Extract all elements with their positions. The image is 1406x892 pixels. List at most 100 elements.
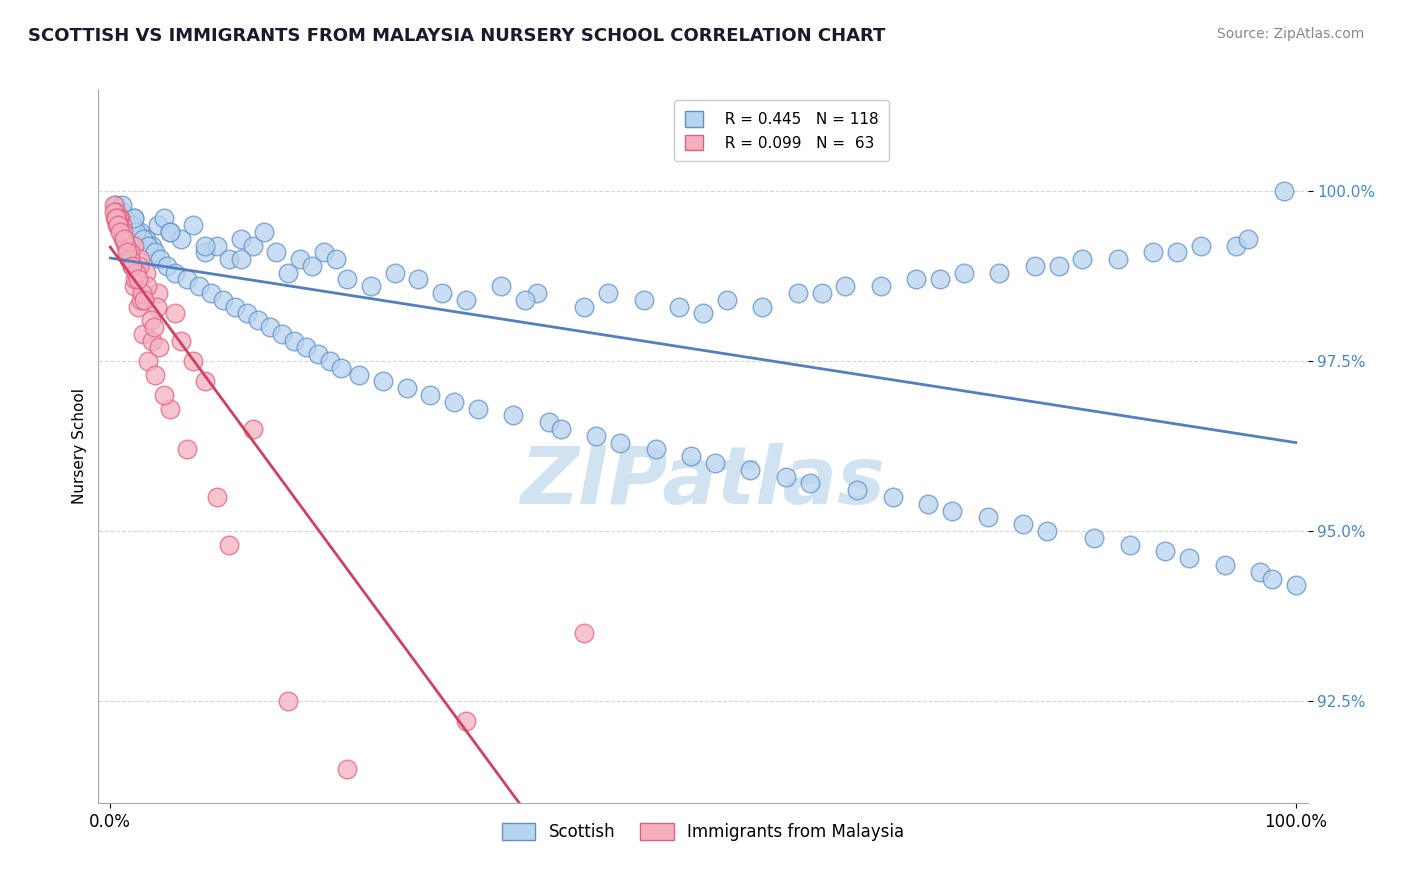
Point [111, 218, 134, 232]
Point [145, 300, 167, 314]
Point [135, 232, 157, 246]
Point [218, 252, 240, 266]
Point [644, 442, 666, 457]
Point [1047, 259, 1070, 273]
Point [122, 211, 145, 226]
Point [1024, 259, 1046, 273]
Point [1083, 531, 1105, 545]
Point [121, 218, 143, 232]
Point [454, 714, 477, 729]
Point [941, 503, 963, 517]
Point [360, 279, 382, 293]
Point [229, 232, 252, 246]
Point [242, 238, 264, 252]
Point [336, 272, 359, 286]
Point [218, 537, 240, 551]
Point [952, 266, 974, 280]
Point [1071, 252, 1094, 266]
Point [408, 272, 430, 286]
Point [598, 286, 620, 301]
Point [176, 442, 198, 457]
Point [692, 306, 714, 320]
Point [716, 293, 738, 307]
Point [846, 483, 869, 498]
Point [1166, 245, 1188, 260]
Point [681, 449, 703, 463]
Point [1012, 517, 1035, 532]
Point [120, 245, 142, 260]
Point [976, 510, 998, 524]
Point [118, 252, 141, 266]
Text: SCOTTISH VS IMMIGRANTS FROM MALAYSIA NURSERY SCHOOL CORRELATION CHART: SCOTTISH VS IMMIGRANTS FROM MALAYSIA NUR… [28, 27, 886, 45]
Point [136, 238, 159, 252]
Point [111, 225, 134, 239]
Point [264, 245, 287, 260]
Point [105, 211, 128, 226]
Point [502, 409, 524, 423]
Point [1107, 252, 1129, 266]
Point [585, 429, 607, 443]
Point [136, 279, 159, 293]
Point [633, 293, 655, 307]
Point [110, 225, 132, 239]
Point [149, 252, 172, 266]
Point [115, 238, 138, 252]
Point [141, 334, 163, 348]
Point [703, 456, 725, 470]
Point [330, 360, 353, 375]
Point [574, 626, 596, 640]
Point [129, 252, 152, 266]
Point [443, 394, 465, 409]
Point [194, 245, 217, 260]
Point [432, 286, 454, 301]
Point [111, 204, 134, 219]
Point [318, 354, 340, 368]
Point [1237, 232, 1260, 246]
Point [125, 266, 148, 280]
Point [152, 211, 174, 226]
Point [129, 293, 152, 307]
Point [1119, 537, 1142, 551]
Point [127, 300, 149, 314]
Point [156, 259, 179, 273]
Point [105, 204, 128, 219]
Point [1261, 572, 1284, 586]
Point [127, 272, 149, 286]
Point [668, 300, 690, 314]
Point [121, 259, 143, 273]
Point [181, 354, 204, 368]
Point [135, 266, 157, 280]
Point [212, 293, 235, 307]
Point [108, 218, 131, 232]
Point [141, 313, 163, 327]
Point [1213, 558, 1236, 572]
Point [574, 300, 596, 314]
Point [114, 238, 136, 252]
Point [1272, 184, 1295, 198]
Point [122, 211, 145, 226]
Point [110, 225, 132, 239]
Point [235, 306, 257, 320]
Point [146, 218, 169, 232]
Point [132, 293, 155, 307]
Point [775, 469, 797, 483]
Point [136, 354, 159, 368]
Point [277, 266, 299, 280]
Point [176, 272, 198, 286]
Point [1154, 544, 1177, 558]
Point [1249, 565, 1271, 579]
Point [325, 252, 347, 266]
Point [124, 272, 146, 286]
Point [537, 415, 560, 429]
Point [253, 225, 276, 239]
Point [242, 422, 264, 436]
Point [131, 286, 153, 301]
Point [188, 279, 211, 293]
Point [283, 334, 305, 348]
Point [117, 245, 139, 260]
Point [271, 326, 294, 341]
Point [259, 320, 281, 334]
Point [148, 341, 170, 355]
Point [194, 375, 217, 389]
Point [143, 368, 166, 382]
